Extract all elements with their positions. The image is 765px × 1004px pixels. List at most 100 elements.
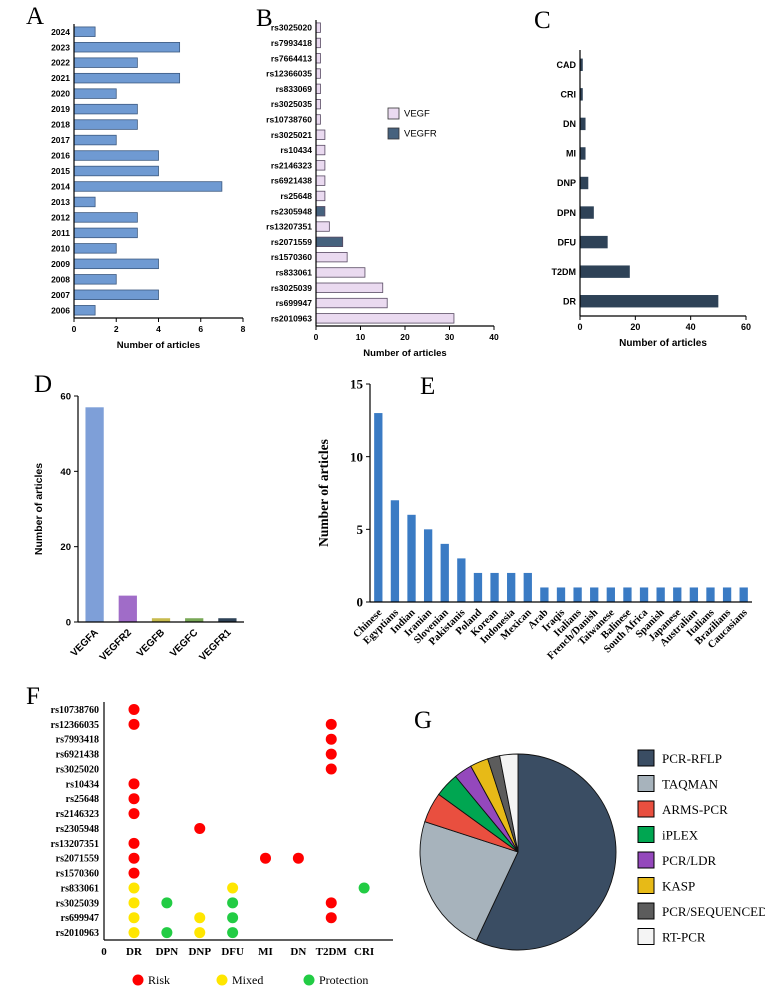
dot-rs7993418-T2DM	[325, 733, 337, 745]
tick-label-rs10738760: rs10738760	[266, 115, 312, 125]
bar-T2DM	[580, 265, 630, 278]
bar-rs2305948	[315, 206, 326, 217]
tick-label-MI: MI	[566, 149, 576, 159]
panel-label-c: C	[534, 7, 551, 34]
chart-articles-per-year: 2024 2023 2022 2021 2020 2019 2018 2017 2016 2015…	[22, 6, 257, 358]
bar-Iraqis	[556, 587, 566, 602]
bar-VEGFR1	[218, 618, 237, 622]
bar-South Africa	[639, 587, 649, 602]
tick-label-T2DM: T2DM	[552, 267, 577, 277]
bar-rs10738760	[315, 114, 321, 125]
legend-label-iPLEX: iPLEX	[662, 828, 699, 843]
x-tick-label: 0	[72, 324, 77, 334]
bar-Spanish	[656, 587, 665, 602]
dot-rs2071559-DN	[292, 852, 304, 864]
legend-swatch-ARMS-PCR	[637, 800, 655, 818]
tick-label-rs833061: rs833061	[276, 268, 313, 278]
legend-swatch-PCR/SEQUENCED	[637, 902, 655, 920]
chart-snp-disease-associations: rs10738760 rs12366035 rs7993418 rs6921438 rs…	[20, 688, 405, 998]
tick-label-2021: 2021	[51, 73, 70, 83]
y-tick-label: 10	[350, 449, 363, 464]
tick-label-DFU: DFU	[558, 237, 577, 247]
legend-dot-Mixed	[216, 974, 228, 986]
tick-label-2018: 2018	[51, 120, 70, 130]
legend-label-PCR/SEQUENCED: PCR/SEQUENCED	[662, 904, 765, 919]
tick-label-rs2071559: rs2071559	[271, 237, 312, 247]
bar-2007	[73, 289, 159, 300]
row-label-rs6921438: rs6921438	[56, 750, 99, 761]
tick-label-DN: DN	[563, 119, 576, 129]
tick-label-rs3025035: rs3025035	[271, 99, 312, 109]
tick-label-VEGFR2: VEGFR2	[98, 627, 134, 663]
dot-rs10738760-DR	[128, 703, 140, 715]
bar-DR	[580, 295, 719, 308]
chart-svg-A: 2024 2023 2022 2021 2020 2019 2018 2017 2016 2015…	[51, 24, 246, 351]
dot-rs2071559-DR	[128, 852, 140, 864]
x-tick-label: 20	[630, 322, 640, 332]
tick-label-2010: 2010	[51, 243, 70, 253]
dot-rs2146323-DR	[128, 808, 140, 820]
dot-rs3025039-DR	[128, 897, 140, 909]
bar-rs6921438	[315, 175, 326, 186]
bar-Iranian	[423, 529, 433, 602]
chart-articles-per-snp: rs3025020 rs7993418 rs7664413 rs12366035 rs8…	[250, 4, 508, 366]
dot-rs13207351-DR	[128, 837, 140, 849]
bar-rs699947	[315, 297, 388, 309]
row-label-rs2305948: rs2305948	[56, 824, 99, 835]
tick-label-rs833069: rs833069	[276, 84, 313, 94]
bar-Italians	[706, 587, 715, 602]
dot-rs2010963-DPN	[161, 927, 173, 939]
bar-rs3025035	[315, 99, 321, 110]
y-tick-label: 5	[357, 522, 364, 537]
dot-rs3025039-DPN	[161, 897, 173, 909]
y-tick-label: 20	[60, 542, 71, 553]
row-label-rs25648: rs25648	[66, 794, 99, 805]
dot-rs12366035-DR	[128, 718, 140, 730]
x-tick-label: 0	[314, 332, 319, 342]
bar-rs833061	[315, 267, 366, 278]
dot-rs2305948-DNP	[194, 822, 206, 834]
bar-2009	[73, 258, 159, 270]
origin-label: 0	[101, 946, 107, 958]
tick-label-2014: 2014	[51, 182, 70, 192]
dot-rs3025020-T2DM	[325, 763, 337, 775]
tick-label-2006: 2006	[51, 305, 70, 315]
tick-label-rs12366035: rs12366035	[266, 69, 312, 79]
row-label-rs2146323: rs2146323	[56, 809, 99, 820]
pie-slice-PCR-RFLP	[475, 753, 617, 951]
bar-Mexican	[523, 572, 532, 602]
tick-label-2015: 2015	[51, 166, 70, 176]
bar-VEGFB	[151, 618, 171, 622]
bar-DN	[580, 117, 586, 131]
bar-Caucasians	[739, 587, 748, 602]
col-label-DPN: DPN	[156, 946, 179, 958]
tick-label-rs2146323: rs2146323	[271, 160, 312, 170]
tick-label-rs3025020: rs3025020	[271, 23, 312, 33]
dot-rs2010963-DFU	[227, 927, 239, 939]
bar-2006	[73, 305, 96, 316]
bar-rs2146323	[315, 160, 326, 171]
legend-label-Risk: Risk	[148, 973, 170, 987]
x-tick-label: 20	[400, 332, 410, 342]
tick-label-2009: 2009	[51, 259, 70, 269]
tick-label-rs25648: rs25648	[280, 191, 312, 201]
row-label-rs3025020: rs3025020	[56, 764, 99, 775]
tick-label-2019: 2019	[51, 104, 70, 114]
bar-Brazilians	[722, 587, 732, 602]
bar-2011	[73, 227, 138, 239]
chart-svg-E: ChineseEgyptiansIndianIranianSlovenianPa…	[316, 377, 752, 662]
chart-articles-per-gene: VEGFA VEGFR2 VEGFB VEGFC VEGFR1 0 20 40 60 Number…	[28, 368, 286, 686]
tick-label-2008: 2008	[51, 274, 70, 284]
dot-rs12366035-T2DM	[325, 718, 337, 730]
dot-rs2010963-DNP	[194, 927, 206, 939]
tick-label-rs7993418: rs7993418	[271, 38, 312, 48]
col-label-DNP: DNP	[188, 946, 211, 958]
y-tick-label: 0	[357, 595, 364, 610]
tick-label-2023: 2023	[51, 42, 70, 52]
tick-label-rs2010963: rs2010963	[271, 313, 312, 323]
tick-label-VEGFC: VEGFC	[168, 627, 200, 659]
tick-label-VEGFR1: VEGFR1	[197, 627, 233, 663]
bar-CRI	[580, 88, 583, 101]
legend-label-RT-PCR: RT-PCR	[662, 930, 706, 945]
